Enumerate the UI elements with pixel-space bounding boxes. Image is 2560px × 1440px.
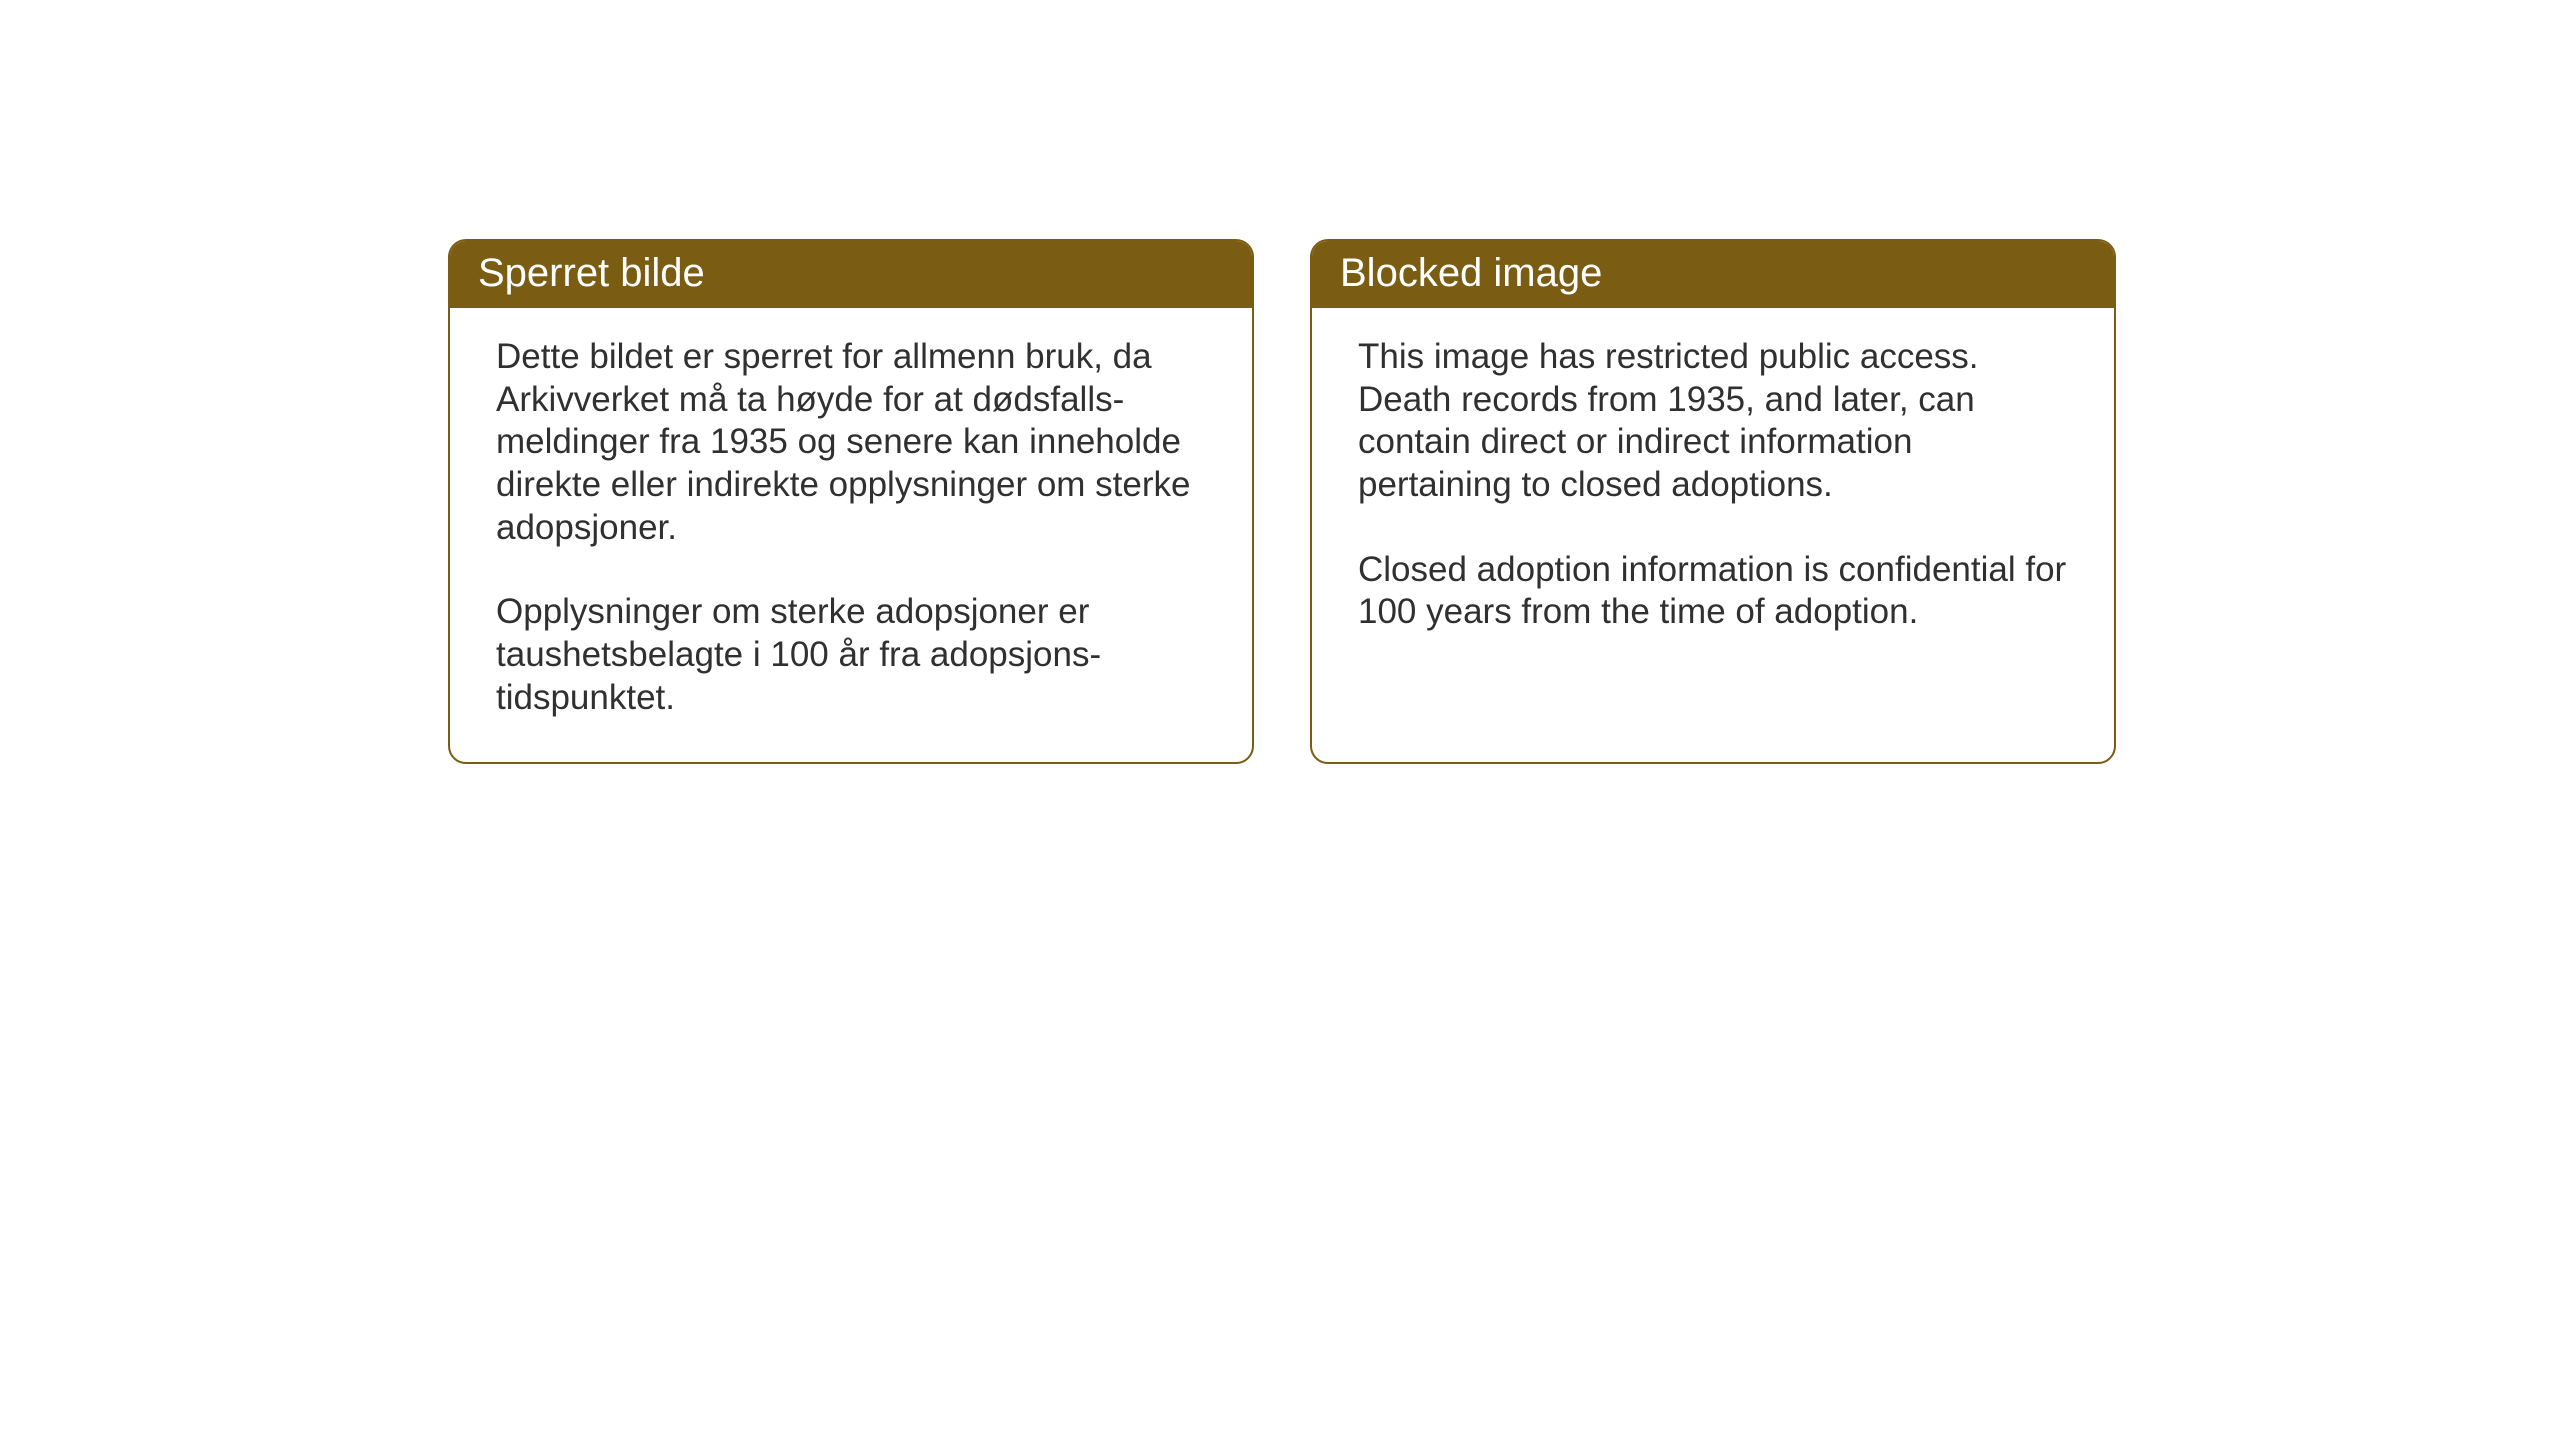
notice-cards-container: Sperret bilde Dette bildet er sperret fo… xyxy=(448,239,2116,764)
notice-paragraph: This image has restricted public access.… xyxy=(1358,336,2068,507)
notice-paragraph: Closed adoption information is confident… xyxy=(1358,549,2068,634)
notice-card-english: Blocked image This image has restricted … xyxy=(1310,239,2116,764)
notice-card-norwegian: Sperret bilde Dette bildet er sperret fo… xyxy=(448,239,1254,764)
notice-paragraph: Dette bildet er sperret for allmenn bruk… xyxy=(496,336,1206,549)
notice-paragraph: Opplysninger om sterke adopsjoner er tau… xyxy=(496,591,1206,719)
notice-body-english: This image has restricted public access.… xyxy=(1312,308,2114,750)
notice-body-norwegian: Dette bildet er sperret for allmenn bruk… xyxy=(450,308,1252,762)
notice-header-norwegian: Sperret bilde xyxy=(450,241,1252,308)
notice-header-english: Blocked image xyxy=(1312,241,2114,308)
